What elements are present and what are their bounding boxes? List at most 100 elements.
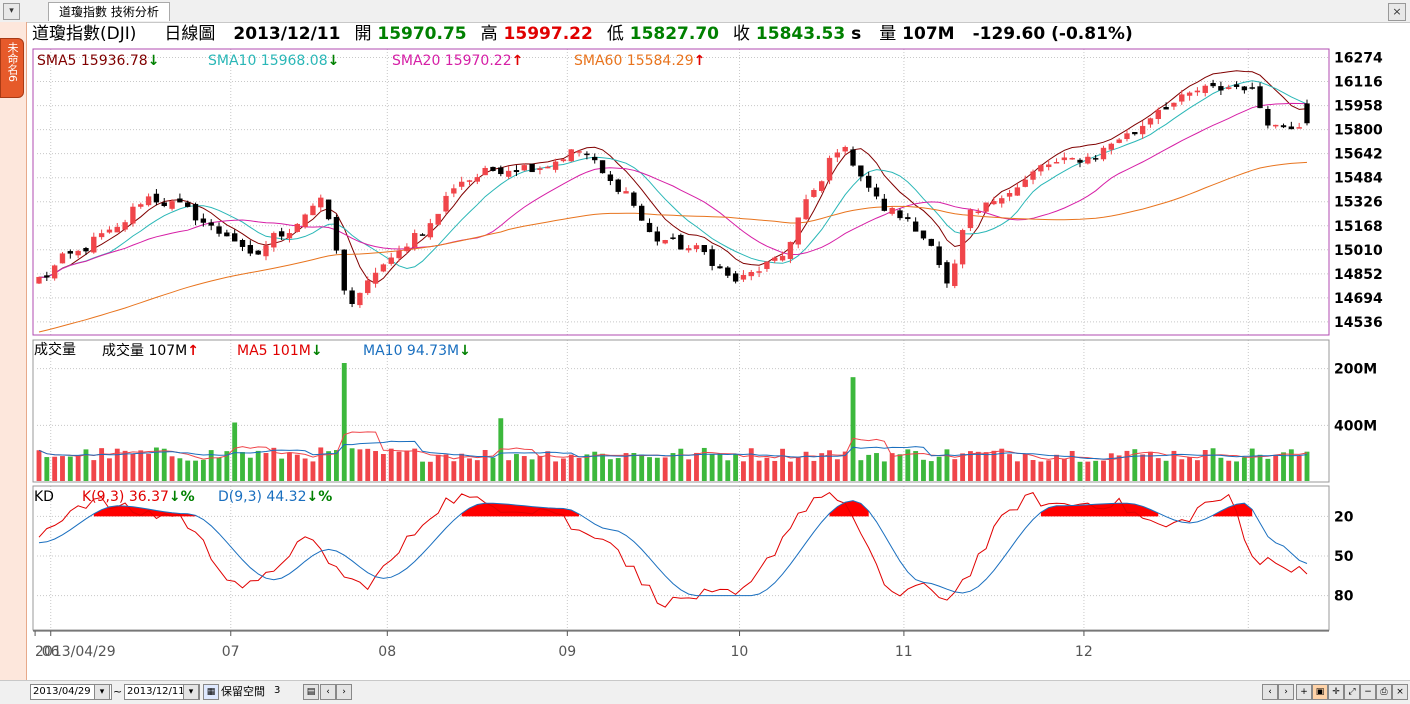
close-icon[interactable]: × [1392, 684, 1408, 700]
volume-bar [435, 454, 441, 481]
candle-body [959, 230, 966, 265]
candle-body [1304, 103, 1310, 124]
chevron-left-icon[interactable]: ‹ [1262, 684, 1278, 700]
volume-bar [787, 461, 793, 481]
candle-body [302, 214, 308, 227]
volume-bar [185, 460, 191, 481]
start-date-select[interactable]: 2013/04/29 [30, 684, 112, 700]
candle-body [826, 157, 833, 181]
volume-bar [91, 460, 97, 481]
legend-label: SMA10 15968.08 [208, 53, 328, 69]
volume-bar [1218, 457, 1224, 481]
candle-body [1038, 165, 1044, 172]
sma10-line [39, 80, 1308, 278]
candle-body [185, 202, 191, 207]
candle-body [1147, 118, 1154, 125]
candle-body [545, 166, 551, 169]
grid-icon[interactable]: ▤ [303, 684, 319, 700]
volume-bar [1265, 458, 1271, 481]
side-tab-layout[interactable]: 未命名6 [0, 38, 24, 98]
candle-body [114, 226, 120, 233]
volume-bar [1093, 460, 1099, 481]
calendar-icon[interactable]: ▦ [203, 684, 219, 700]
candle-body [474, 177, 480, 182]
close-icon[interactable]: × [1388, 3, 1406, 21]
chevron-right-icon[interactable]: › [1278, 684, 1294, 700]
candle-body [341, 249, 347, 291]
volume-label: 量 [879, 24, 897, 44]
volume-bar [36, 450, 42, 481]
candle-body [967, 209, 974, 229]
candle-body [654, 231, 661, 242]
candle-body [1171, 102, 1177, 107]
candle-body [232, 233, 238, 242]
volume-bar [623, 453, 629, 481]
volume-bar [208, 450, 214, 481]
legend-arrow-icon: ↓ [459, 343, 471, 359]
symbol-name: 道瓊指數(DJI) [32, 24, 137, 44]
change-value: -129.60 (-0.81%) [972, 24, 1133, 44]
candle-body [1179, 94, 1185, 102]
x-axis-label: 06 [42, 644, 60, 660]
chevron-down-icon[interactable]: ▾ [183, 684, 199, 700]
candle-body [740, 274, 747, 280]
volume-bars [36, 363, 1310, 481]
zoom-in-icon[interactable]: + [1296, 684, 1312, 700]
chevron-right-icon[interactable]: › [336, 684, 352, 700]
tab-technical-analysis[interactable]: 道瓊指數 技術分析 [48, 2, 170, 21]
x-axis-label: 08 [378, 644, 396, 660]
candle-body [247, 245, 254, 254]
volume-bar [247, 457, 253, 481]
candle-body [568, 149, 574, 162]
volume-bar [1226, 460, 1232, 481]
legend-arrow-icon: ↓ [311, 343, 323, 359]
candle-body [639, 205, 645, 221]
chevron-down-icon[interactable]: ▾ [3, 3, 20, 20]
candle-body [991, 201, 997, 205]
volume-bar [701, 447, 707, 481]
side-panel [0, 22, 27, 680]
candle-body [1163, 107, 1169, 110]
volume-bar [365, 448, 371, 481]
chevron-left-icon[interactable]: ‹ [320, 684, 336, 700]
candle-body [560, 159, 567, 162]
price-tick-label: 15642 [1334, 147, 1383, 163]
candle-body [920, 230, 927, 239]
reserve-space-input[interactable]: 3 [274, 685, 281, 696]
volume-bar [1234, 461, 1239, 481]
chevron-down-icon[interactable]: ▾ [94, 684, 110, 700]
candle-body [145, 196, 152, 206]
volume-bar [443, 454, 449, 481]
expand-icon[interactable]: ⤢ [1344, 684, 1360, 700]
volume-bar [1194, 460, 1200, 481]
volume-bar [122, 450, 128, 481]
volume-bar [146, 453, 152, 481]
print-icon[interactable]: ⎙ [1376, 684, 1392, 700]
volume-bar [153, 447, 159, 481]
volume-bar [1022, 453, 1028, 481]
zoom-out-icon[interactable]: − [1360, 684, 1376, 700]
candle-body [631, 192, 637, 206]
volume-bar [60, 456, 65, 481]
volume-bar [662, 457, 668, 481]
volume-bar [506, 460, 512, 481]
volume-bar [349, 448, 355, 481]
candle-body [357, 292, 363, 306]
volume-bar [686, 459, 692, 481]
kd-overbought-area [1213, 503, 1253, 517]
volume-bar [1124, 450, 1130, 481]
crosshair-icon[interactable]: ✛ [1328, 684, 1344, 700]
candle-body [905, 217, 911, 220]
volume-bar [130, 453, 136, 481]
end-date-select[interactable]: 2013/12/11 [124, 684, 200, 700]
technical-chart[interactable]: 16274 16116 15958 15800 15642 15484 15326 15168… [0, 0, 1410, 680]
candle-body [83, 248, 89, 252]
volume-bar [67, 456, 73, 481]
candle-body [498, 167, 504, 175]
panel-legends: SMA5 15936.78↓ SMA10 15968.08↓ SMA20 15970… [37, 53, 705, 505]
candle-body [153, 193, 160, 203]
settings-icon[interactable]: ▣ [1312, 684, 1328, 700]
volume-bar [1171, 450, 1177, 481]
candle-body [318, 197, 324, 208]
candle-body [380, 264, 387, 272]
